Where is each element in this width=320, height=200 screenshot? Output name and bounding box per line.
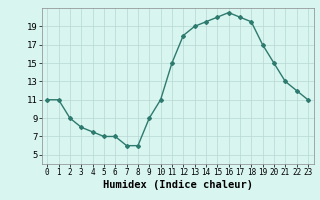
X-axis label: Humidex (Indice chaleur): Humidex (Indice chaleur) <box>103 180 252 190</box>
